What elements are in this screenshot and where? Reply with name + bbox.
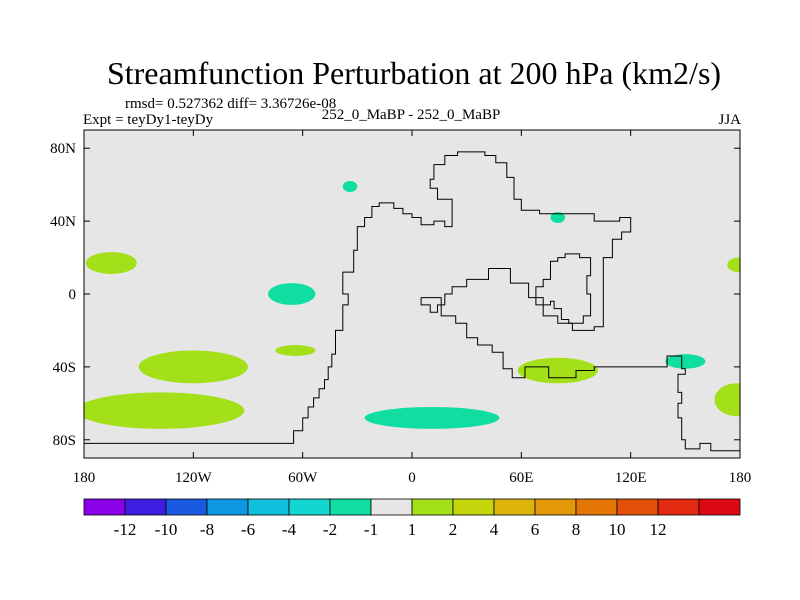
anomaly-dateline-north: [727, 257, 740, 273]
colorbar-label: 4: [490, 520, 499, 539]
anomaly-s-ocean-africa: [364, 406, 500, 429]
season-label: JJA: [718, 112, 741, 128]
colorbar-label: -8: [200, 520, 214, 539]
anomaly-asia-north: [550, 212, 566, 223]
colorbar-swatch: [124, 498, 167, 516]
map-panel: 180 120W 60W 0 60E 120E 180 80N 40N 0 40S 80S: [50, 129, 752, 486]
x-tick-label: 180: [729, 470, 752, 486]
colorbar-swatch: [329, 498, 372, 516]
anomaly-s-pacific-high: [84, 392, 245, 429]
anomaly-se-pacific: [275, 345, 316, 356]
y-tick-label: 40S: [53, 360, 76, 376]
chart-title: Streamfunction Perturbation at 200 hPa (…: [107, 55, 721, 91]
y-axis: 80N 40N 0 40S 80S: [50, 141, 740, 449]
colorbar-label: 8: [572, 520, 581, 539]
colorbar-label: -2: [323, 520, 337, 539]
anomaly-n-atlantic-high: [342, 181, 358, 192]
colorbar-label: -1: [364, 520, 378, 539]
colorbar-swatch: [411, 498, 454, 516]
anomaly-layer: [84, 181, 740, 429]
colorbar-label: -6: [241, 520, 255, 539]
x-tick-label: 120E: [615, 470, 647, 486]
rmsd-label: rmsd= 0.527362 diff= 3.36726e-08: [125, 96, 336, 112]
anomaly-s-indian-ocean: [517, 357, 598, 384]
anomaly-n-pacific-east: [85, 252, 137, 274]
x-tick-label: 180: [73, 470, 96, 486]
colorbar-label: 12: [650, 520, 667, 539]
colorbar-swatch: [698, 498, 741, 516]
y-tick-label: 80N: [50, 141, 76, 157]
anomaly-e-pacific-equator: [268, 283, 316, 305]
coastline-layer: [84, 151, 740, 452]
colorbar-swatch: [83, 498, 126, 516]
colorbar-label: 10: [609, 520, 626, 539]
x-tick-label: 60E: [509, 470, 533, 486]
colorbar-label: -4: [282, 520, 297, 539]
anomaly-dateline-south: [714, 383, 740, 417]
colorbar-swatch: [657, 498, 700, 516]
colorbar: -12 -10 -8 -6 -4 -2 -1 1 2 4 6 8 10 12: [83, 498, 741, 539]
case-label: 252_0_MaBP - 252_0_MaBP: [322, 107, 501, 123]
colorbar-swatch: [288, 498, 331, 516]
colorbar-swatch: [247, 498, 290, 516]
y-tick-label: 0: [69, 287, 77, 303]
colorbar-swatch: [616, 498, 659, 516]
colorbar-swatch: [534, 498, 577, 516]
x-tick-label: 120W: [175, 470, 213, 486]
colorbar-label: -12: [114, 520, 137, 539]
coastline-2: [535, 253, 592, 324]
colorbar-swatch: [452, 498, 495, 516]
colorbar-label: 6: [531, 520, 540, 539]
x-axis: 180 120W 60W 0 60E 120E 180: [73, 130, 752, 486]
colorbar-swatch: [370, 498, 413, 516]
y-tick-label: 80S: [53, 433, 76, 449]
anomaly-s-indian-east: [665, 354, 706, 369]
colorbar-swatch: [493, 498, 536, 516]
x-tick-label: 0: [408, 470, 416, 486]
experiment-label: Expt = teyDy1-teyDy: [83, 112, 214, 128]
anomaly-s-pacific-mid: [138, 350, 248, 384]
colorbar-swatch: [206, 498, 249, 516]
y-tick-label: 40N: [50, 214, 76, 230]
colorbar-swatch: [575, 498, 618, 516]
x-tick-label: 60W: [288, 470, 318, 486]
colorbar-label: 1: [408, 520, 417, 539]
colorbar-label: -10: [155, 520, 178, 539]
coastline-1: [84, 151, 740, 452]
colorbar-swatch: [165, 498, 208, 516]
colorbar-label: 2: [449, 520, 458, 539]
